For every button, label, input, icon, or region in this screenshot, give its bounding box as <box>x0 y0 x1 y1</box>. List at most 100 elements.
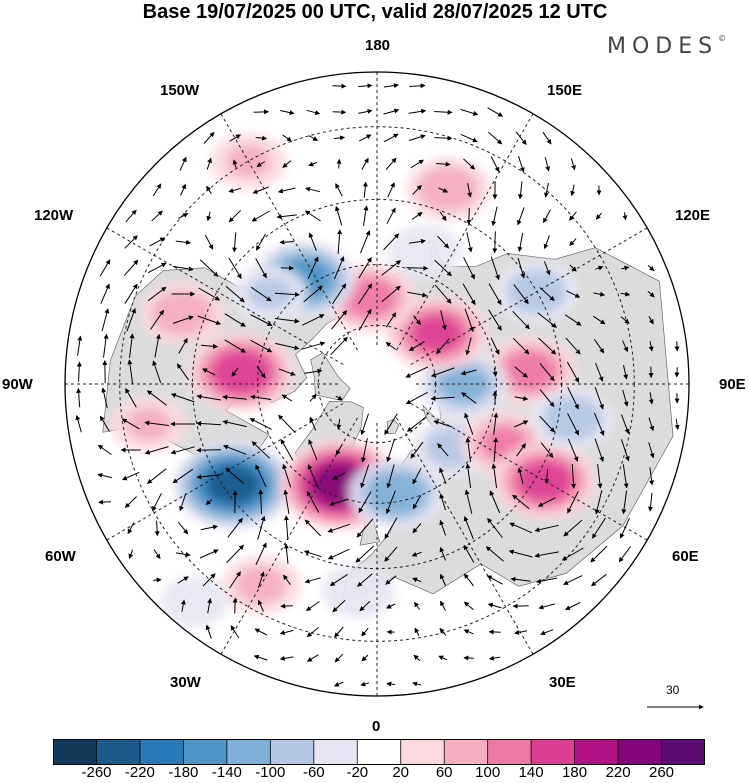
wind-vector <box>173 265 194 272</box>
wind-vector <box>358 308 372 331</box>
wind-vector <box>361 627 369 637</box>
wind-vector <box>227 517 243 538</box>
wind-vector <box>488 309 502 331</box>
wind-vector <box>434 259 452 277</box>
wind-vector <box>538 603 555 610</box>
wind-vector <box>540 442 554 458</box>
colorbar-tick-label: -100 <box>255 764 286 781</box>
wind-vector <box>594 438 604 463</box>
wind-vector <box>126 307 137 332</box>
wind-vector <box>410 441 424 459</box>
wind-vector <box>360 230 371 254</box>
wind-vector <box>618 546 632 563</box>
wind-vector <box>491 463 498 488</box>
wind-vector <box>517 258 526 279</box>
wind-vector <box>304 368 323 374</box>
wind-vector <box>386 207 396 225</box>
meridian-330 <box>205 417 358 681</box>
wind-vector <box>226 544 244 563</box>
wind-vector <box>225 467 245 485</box>
wind-vector <box>621 414 630 435</box>
wind-vector <box>275 318 300 324</box>
wind-vector <box>543 209 551 224</box>
wind-vector <box>253 654 268 661</box>
wind-vector <box>249 394 272 400</box>
wind-vector <box>197 315 222 325</box>
wind-vector <box>360 413 369 436</box>
wind-vector <box>177 521 189 535</box>
wind-vector <box>439 211 447 222</box>
colorbar-segment <box>487 739 532 765</box>
wind-vector <box>674 341 680 352</box>
wind-vector <box>517 467 524 484</box>
wind-vector <box>648 442 655 459</box>
wind-vector <box>412 184 422 195</box>
colorbar-segment <box>618 739 663 765</box>
colorbar-frame <box>53 739 705 765</box>
wind-vector <box>306 627 319 638</box>
wind-vector <box>327 548 350 560</box>
wind-vector <box>304 210 321 222</box>
wind-vector <box>385 342 396 350</box>
wind-vector <box>207 597 213 614</box>
colorbar-tick-label: 140 <box>518 764 544 781</box>
wind-vector <box>565 337 581 355</box>
wind-vector <box>509 522 533 534</box>
wind-vector <box>152 493 162 512</box>
wind-vector <box>412 523 422 534</box>
wind-vector <box>277 187 296 194</box>
wind-vector <box>408 108 427 114</box>
wind-vector <box>257 515 266 540</box>
graticule <box>65 72 689 696</box>
wind-vector <box>222 394 247 400</box>
wind-vector <box>330 336 348 356</box>
wind-vector <box>250 286 272 302</box>
wind-vector <box>621 490 628 515</box>
wind-vector <box>99 415 111 432</box>
wind-vector <box>228 257 242 280</box>
colorbar-tick-label: -60 <box>302 764 325 781</box>
wind-vector <box>488 283 502 306</box>
wind-vector <box>436 161 451 167</box>
wind-vector <box>411 551 422 557</box>
wind-vector <box>437 443 449 457</box>
wind-vector <box>465 463 472 488</box>
wind-vector <box>566 361 580 383</box>
wind-vector <box>128 549 134 559</box>
wind-vector <box>539 389 555 408</box>
wind-vector <box>202 573 216 587</box>
wind-vector <box>539 287 555 302</box>
wind-vector <box>564 314 582 326</box>
label-180: 180 <box>365 37 391 54</box>
wind-vector <box>409 83 426 89</box>
wind-vector <box>648 315 654 325</box>
wind-vector <box>514 395 529 401</box>
wind-vector <box>336 158 342 169</box>
wind-vector <box>386 681 395 687</box>
wind-vector <box>567 413 579 436</box>
wind-vector <box>597 464 603 489</box>
wind-vector <box>304 519 321 537</box>
wind-vector <box>280 603 293 609</box>
anomaly-canada-positive <box>187 332 295 412</box>
wind-vector <box>170 393 195 403</box>
wind-vector <box>430 396 455 402</box>
land-canadian-islands <box>310 352 351 401</box>
wind-vector <box>620 316 630 324</box>
wind-vector <box>332 109 347 115</box>
wind-vector <box>331 310 348 330</box>
wind-vector <box>565 602 581 610</box>
wind-vectors <box>75 83 680 687</box>
wind-vector <box>257 571 265 589</box>
wind-vector <box>467 183 473 198</box>
wind-vector <box>303 285 323 303</box>
wind-vector <box>486 575 503 585</box>
wind-vector <box>412 577 422 583</box>
wind-vector <box>206 185 212 194</box>
wind-vector <box>508 549 533 558</box>
wind-vector <box>569 238 577 247</box>
wind-vector <box>357 573 373 587</box>
colorbar <box>53 739 705 765</box>
wind-vector <box>361 654 369 662</box>
wind-vector <box>251 210 270 222</box>
